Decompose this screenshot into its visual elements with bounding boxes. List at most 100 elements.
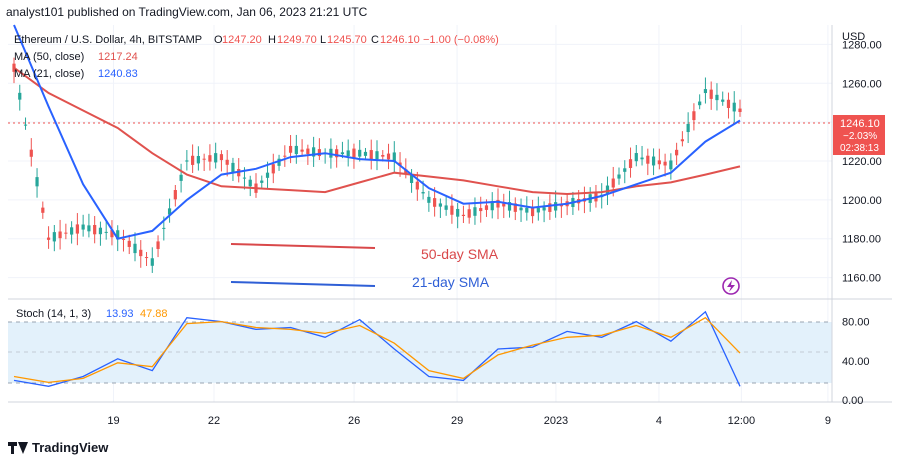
open-label: O	[214, 34, 223, 46]
candle-body	[133, 243, 137, 254]
candle-body	[231, 162, 235, 173]
candle-body	[29, 149, 33, 157]
candle-body	[709, 89, 713, 99]
candle-body	[283, 155, 287, 157]
candle-body	[473, 207, 477, 216]
candle-body	[738, 108, 742, 113]
candle-body	[657, 160, 661, 165]
last-price-value: 1246.10	[840, 118, 880, 130]
candle-body	[548, 203, 552, 212]
candle-body	[444, 205, 448, 210]
candle-body	[202, 158, 206, 160]
candle-body	[611, 178, 615, 188]
candle-body	[179, 174, 183, 181]
candle-body	[513, 203, 517, 212]
tradingview-brand-text: TradingView	[32, 440, 109, 455]
stoch-label: Stoch (14, 1, 3)	[16, 308, 91, 320]
candle-body	[98, 227, 103, 235]
candle-body	[358, 149, 362, 157]
candle-body	[438, 203, 442, 207]
price-tick-label: 1160.00	[842, 273, 881, 285]
stoch-d-line	[13, 316, 741, 384]
candle-body	[127, 240, 131, 247]
candle-body	[617, 174, 621, 179]
candle-body	[173, 190, 177, 200]
candle-body	[623, 168, 627, 172]
candle-body	[306, 148, 310, 154]
candle-body	[363, 151, 368, 156]
candle-body	[225, 159, 229, 165]
time-axis[interactable]: 19 22 26 29 2023 4 12:00 9	[107, 415, 831, 427]
candle-body	[185, 160, 189, 162]
last-price-change: −2.03%	[843, 131, 877, 142]
sma50-marker-line	[230, 243, 376, 249]
ma50-line	[13, 66, 741, 196]
candle-body	[634, 153, 638, 162]
sma50-annotation: 50-day SMA	[421, 246, 499, 262]
candle-body	[340, 152, 345, 155]
candle-body	[116, 230, 120, 240]
candle-body	[496, 199, 500, 208]
candle-body	[381, 154, 385, 157]
candle-body	[156, 241, 160, 249]
currency-label: USD	[842, 31, 865, 43]
candle-body	[479, 208, 483, 212]
candle-body	[162, 227, 166, 229]
price-tick-label: 1200.00	[842, 195, 882, 207]
candle-body	[542, 207, 546, 211]
ma21-line	[13, 24, 741, 240]
candle-body	[70, 227, 74, 235]
candle-body	[110, 229, 114, 238]
candle-body	[35, 177, 39, 187]
candle-body	[81, 224, 85, 230]
candle-body	[554, 202, 558, 211]
candle-body	[288, 145, 293, 153]
candle-body	[715, 94, 719, 101]
tradingview-logo[interactable]: TradingView	[8, 440, 108, 455]
candle-body	[208, 155, 212, 162]
candle-body	[721, 99, 725, 102]
candle-body	[433, 198, 437, 207]
price-tick-label: 1260.00	[842, 78, 882, 90]
time-tick-label: 19	[107, 415, 119, 427]
candle-body	[392, 152, 396, 162]
price-tick-label: 1280.00	[842, 39, 882, 51]
candle-body	[507, 202, 512, 211]
candle-body	[214, 153, 218, 163]
candle-body	[150, 258, 154, 266]
candle-body	[352, 148, 356, 158]
publisher-line: analyst101 published on TradingView.com,…	[6, 5, 368, 19]
candle-body	[121, 238, 126, 240]
candle-body	[300, 149, 304, 152]
candle-body	[265, 172, 270, 178]
lightning-icon-badge[interactable]	[722, 277, 740, 295]
candle-body	[312, 147, 316, 157]
candle-body	[663, 161, 667, 166]
close-label: C	[371, 34, 379, 46]
time-tick-label: 9	[825, 415, 831, 427]
ma50-value: 1217.24	[98, 51, 138, 63]
candle-body	[605, 185, 610, 194]
stoch-tick-label: 80.00	[842, 317, 870, 329]
candle-body	[104, 231, 108, 233]
tradingview-logo-icon	[8, 441, 28, 454]
candle-body	[421, 192, 425, 194]
time-tick-label: 29	[451, 415, 463, 427]
ma50-label: MA (50, close)	[14, 51, 84, 63]
price-axis[interactable]: USD 1280.001260.001240.001220.001200.001…	[833, 31, 885, 407]
candle-body	[675, 149, 679, 156]
ma21-value: 1240.83	[98, 68, 138, 80]
symbol-label: Ethereum / U.S. Dollar, 4h, BITSTAMP	[14, 34, 202, 46]
candle-body	[467, 209, 471, 218]
candle-body	[686, 123, 690, 133]
low-value: 1245.70	[327, 34, 367, 46]
time-tick-label: 22	[208, 415, 220, 427]
candle-body	[46, 237, 51, 240]
time-tick-label: 4	[656, 415, 662, 427]
candle-body	[698, 101, 702, 106]
ma21-label: MA (21, close)	[14, 68, 84, 80]
candle-body	[732, 102, 736, 112]
candle-body	[277, 158, 281, 166]
stoch-tick-label: 40.00	[842, 356, 870, 368]
